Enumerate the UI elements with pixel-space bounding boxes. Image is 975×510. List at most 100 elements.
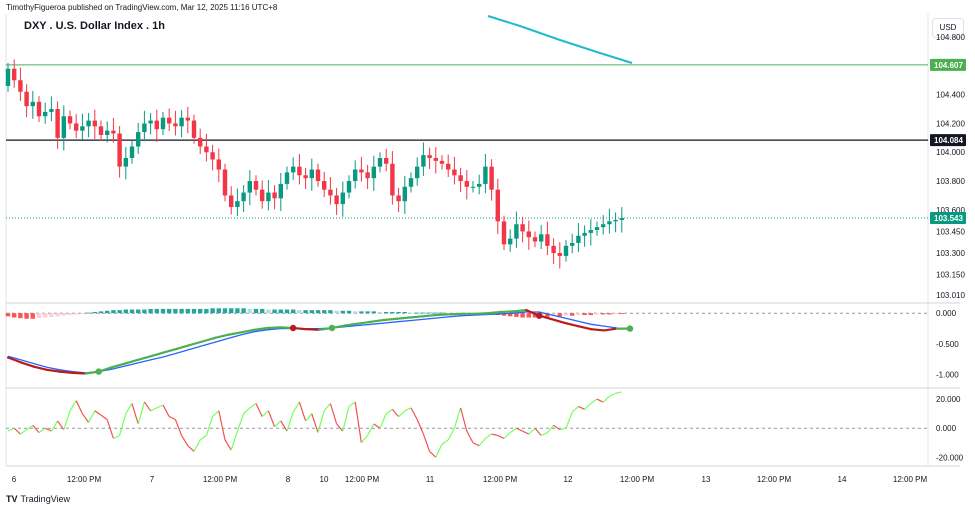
tradingview-brand[interactable]: TV TradingView <box>6 494 70 504</box>
indicator1-signal-segment <box>369 318 385 323</box>
indicator2-line-segment <box>379 413 387 429</box>
indicator2-line-segment <box>274 420 282 428</box>
indicator2-line-segment <box>503 432 511 439</box>
indicator1-signal-segment <box>32 365 48 371</box>
indicator1-histogram-bar <box>105 310 110 314</box>
indicator1-histogram-bar <box>98 311 104 314</box>
indicator1-signal-segment <box>486 310 502 315</box>
candle-body <box>384 158 389 164</box>
indicator1-histogram-bar <box>303 310 308 314</box>
currency-button[interactable]: USD <box>932 18 964 38</box>
candle-body <box>594 227 600 230</box>
indicator1-histogram-bar <box>353 311 358 314</box>
candle-body <box>117 133 122 167</box>
candle-body <box>86 120 91 127</box>
indicator2-line-segment <box>243 407 251 415</box>
indicator2-line-segment <box>602 395 610 403</box>
candle-body <box>551 245 556 254</box>
price-axis-tick: 104.000 <box>936 148 965 157</box>
candle-body <box>67 116 73 124</box>
indicator1-signal-segment <box>227 331 243 336</box>
candle-body <box>98 126 104 135</box>
candle-body <box>545 234 550 246</box>
indicator1-histogram-bar <box>576 313 581 316</box>
indicator2-line-segment <box>546 424 555 433</box>
indicator2-line-segment <box>584 403 592 410</box>
indicator1-signal-segment <box>149 351 165 358</box>
candle-body <box>105 130 110 135</box>
candle-body <box>148 120 153 124</box>
indicator1-histogram-bar <box>322 310 327 314</box>
indicator1-histogram-bar <box>340 310 345 314</box>
candle-body <box>185 117 190 121</box>
price-tag-label: 104.607 <box>934 61 963 70</box>
candle-body <box>309 169 314 179</box>
candle-body <box>607 221 612 225</box>
indicator2-line-segment <box>441 439 449 445</box>
candle-body <box>477 183 482 187</box>
candle-body <box>24 91 29 107</box>
indicator2-line-segment <box>181 435 189 446</box>
candle-body <box>446 163 451 170</box>
candle-body <box>247 181 252 193</box>
indicator2-line-segment <box>280 420 288 432</box>
indicator2-line-segment <box>75 400 83 414</box>
candle-body <box>142 123 147 133</box>
indicator1-histogram-bar <box>532 313 538 318</box>
candle-body <box>439 160 445 164</box>
time-axis-tick: 12:00 PM <box>345 475 380 484</box>
indicator1-histogram-bar <box>315 310 321 314</box>
indicator2-line-segment <box>113 434 120 439</box>
indicator2-line-segment <box>187 445 195 452</box>
indicator1-histogram-bar <box>67 313 73 316</box>
indicator1-histogram-bar <box>396 311 401 314</box>
indicator1-histogram-bar <box>191 308 197 314</box>
indicator1-histogram-bar <box>253 308 259 314</box>
indicator1-histogram-bar <box>588 313 593 316</box>
indicator2-line-segment <box>255 403 263 417</box>
indicator1-histogram-bar <box>173 308 178 314</box>
candle-body <box>173 123 178 127</box>
indicator2-axis-tick: -20.000 <box>936 453 964 462</box>
indicator1-histogram-bar <box>30 313 35 319</box>
indicator1-histogram-bar <box>346 310 352 314</box>
indicator1-histogram-bar <box>570 313 575 316</box>
indicator1-histogram-bar <box>160 308 166 314</box>
candle-body <box>303 175 308 179</box>
price-tag-badge <box>930 58 966 71</box>
indicator1-histogram-bar <box>433 312 438 314</box>
indicator2-line-segment <box>485 433 492 439</box>
candle-body <box>452 169 457 176</box>
indicator1-histogram-bar <box>390 311 395 314</box>
indicator1-cross-dot <box>95 368 102 375</box>
indicator2-line-segment <box>528 427 536 435</box>
price-tag-badge <box>930 212 966 225</box>
indicator2-line-segment <box>168 416 176 421</box>
indicator2-line-segment <box>522 430 530 435</box>
indicator2-line-segment <box>81 413 90 423</box>
indicator2-line-segment <box>367 423 375 436</box>
indicator1-signal-segment <box>304 328 321 331</box>
indicator1-histogram-bar <box>154 308 159 314</box>
indicator2-line-segment <box>534 427 542 436</box>
time-axis-tick: 11 <box>426 475 435 484</box>
indicator2-line-segment <box>360 435 369 444</box>
candle-body <box>346 181 352 193</box>
price-axis-tick: 103.300 <box>936 249 965 258</box>
indicator2-line-segment <box>267 410 276 427</box>
indicator2-line-segment <box>57 420 65 431</box>
indicator1-histogram-bar <box>365 311 370 314</box>
indicator2-line-segment <box>311 413 319 433</box>
indicator1-histogram-bar <box>526 313 531 318</box>
time-axis-tick: 10 <box>320 475 329 484</box>
candle-body <box>514 224 519 239</box>
indicator1-signal-segment <box>266 326 282 330</box>
candle-body <box>464 181 469 187</box>
indicator2-line-segment <box>100 414 108 421</box>
price-axis-tick: 103.150 <box>936 271 965 280</box>
indicator1-histogram-bar <box>421 312 426 314</box>
indicator2-line-segment <box>478 438 486 447</box>
candle-body <box>576 235 581 243</box>
candle-body <box>241 192 246 202</box>
